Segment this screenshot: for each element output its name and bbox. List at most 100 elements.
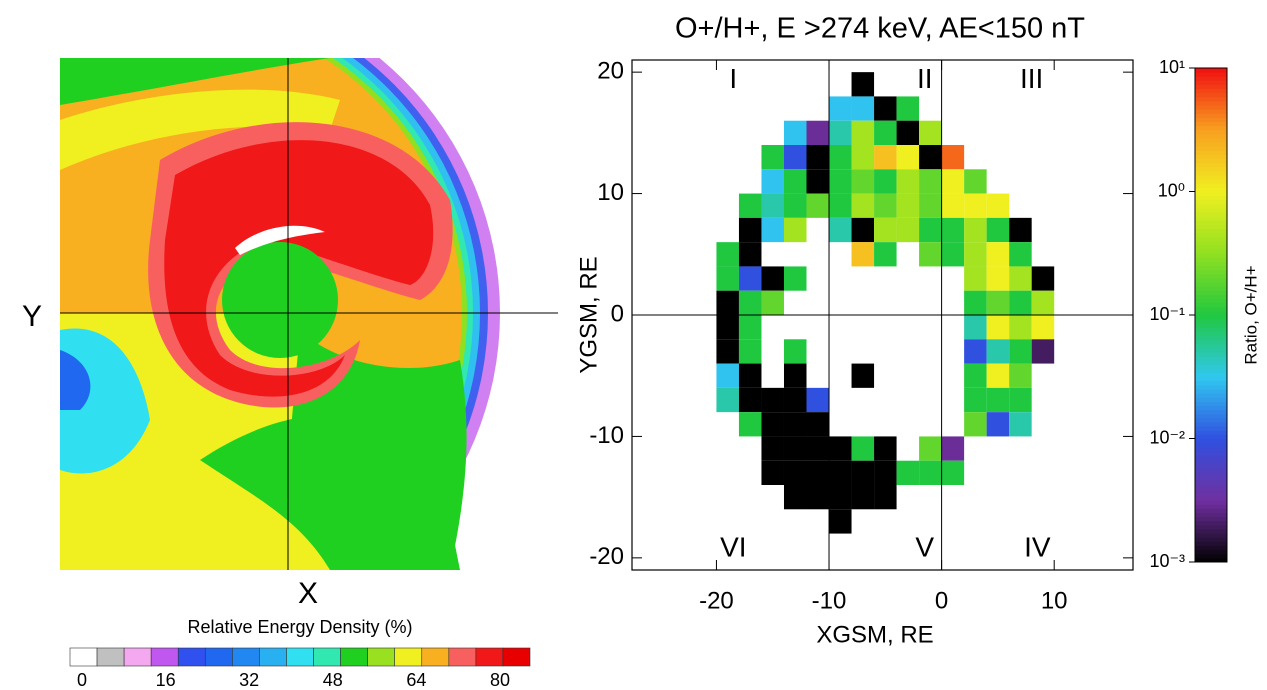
cell xyxy=(896,193,920,218)
colorbar-strip xyxy=(1195,549,1227,555)
colorbar-strip xyxy=(1195,96,1227,102)
colorbar-strip xyxy=(1195,249,1227,254)
colorbar-strip xyxy=(1195,142,1227,147)
cell xyxy=(986,217,1010,243)
colorbar-swatch xyxy=(421,647,450,667)
colorbar-strip xyxy=(1195,541,1227,547)
cell xyxy=(964,412,987,437)
colorbar-strip xyxy=(1195,162,1227,168)
cell xyxy=(783,485,807,510)
cell xyxy=(964,387,987,413)
cell xyxy=(1009,315,1032,340)
colorbar-tick-label: 10¹ xyxy=(1159,57,1185,77)
y-axis-title: YGSM, RE xyxy=(575,256,602,373)
colorbar-strip xyxy=(1195,207,1227,213)
cell xyxy=(1009,363,1032,388)
cell xyxy=(986,387,1010,413)
cell xyxy=(783,145,807,170)
cell xyxy=(806,436,830,461)
cell xyxy=(829,145,852,170)
colorbar-tick-label: 16 xyxy=(156,670,176,690)
cell xyxy=(874,145,897,170)
cell xyxy=(1009,339,1032,364)
colorbar-strip xyxy=(1195,343,1227,349)
cell xyxy=(851,145,875,170)
colorbar-strip xyxy=(1195,92,1227,98)
colorbar-strip xyxy=(1195,290,1227,295)
cell xyxy=(806,145,830,170)
colorbar-swatch xyxy=(204,647,233,667)
y-tick-label: -10 xyxy=(589,422,624,449)
cell xyxy=(1031,290,1055,315)
cell xyxy=(829,217,852,243)
cell xyxy=(738,412,762,437)
colorbar-strip xyxy=(1195,257,1227,262)
cell xyxy=(851,485,875,510)
cell xyxy=(851,193,875,218)
cell xyxy=(964,217,987,243)
colorbar-strip xyxy=(1195,150,1227,155)
colorbar-tick-label: 10⁻² xyxy=(1149,427,1185,447)
colorbar-strip xyxy=(1195,347,1227,353)
colorbar-swatch xyxy=(448,647,477,667)
cell xyxy=(1009,242,1032,267)
cell xyxy=(1009,290,1032,315)
cell xyxy=(783,339,807,364)
colorbar-strip xyxy=(1195,117,1227,123)
cell xyxy=(761,387,784,413)
cell xyxy=(986,242,1010,267)
colorbar-strip xyxy=(1195,360,1227,365)
colorbar-strip xyxy=(1195,529,1227,534)
cell xyxy=(783,412,807,437)
cell xyxy=(851,242,875,267)
cell xyxy=(986,290,1010,315)
colorbar-strip xyxy=(1195,175,1227,180)
colorbar-strip xyxy=(1195,315,1227,320)
cell xyxy=(986,315,1010,340)
colorbar-strip xyxy=(1195,471,1227,477)
cell xyxy=(716,290,739,315)
cell xyxy=(716,315,739,340)
cell xyxy=(941,169,965,194)
cell xyxy=(964,193,987,218)
sector-label: IV xyxy=(1024,532,1051,563)
cell xyxy=(829,436,852,461)
cell xyxy=(829,485,852,510)
cell xyxy=(941,193,965,218)
colorbar-strip xyxy=(1195,306,1227,312)
colorbar-strip xyxy=(1195,459,1227,464)
cell xyxy=(829,120,852,145)
colorbar-strip xyxy=(1195,401,1227,407)
sector-label: VI xyxy=(720,532,746,563)
colorbar-strip xyxy=(1195,76,1227,81)
y-tick-label: 0 xyxy=(611,300,624,327)
cell xyxy=(738,266,762,291)
colorbar-strip xyxy=(1195,310,1227,316)
cell xyxy=(761,290,784,315)
colorbar-strip xyxy=(1195,68,1227,73)
cell xyxy=(874,169,897,194)
colorbar-strip xyxy=(1195,105,1227,110)
colorbar-swatch xyxy=(367,647,396,667)
colorbar-tick-label: 32 xyxy=(239,670,259,690)
colorbar-strip xyxy=(1195,450,1227,456)
cell xyxy=(806,387,830,413)
cell xyxy=(1009,266,1032,291)
cell xyxy=(896,217,920,243)
cell xyxy=(941,242,965,267)
cell xyxy=(783,436,807,461)
cell xyxy=(1031,315,1055,340)
sector-label: I xyxy=(729,63,737,94)
cell xyxy=(896,120,920,145)
cell xyxy=(716,387,739,413)
cell xyxy=(761,266,784,291)
cell xyxy=(738,363,762,388)
colorbar-strip xyxy=(1195,121,1227,127)
colorbar-strip xyxy=(1195,187,1227,192)
cell xyxy=(896,145,920,170)
colorbar-strip xyxy=(1195,327,1227,332)
cell xyxy=(738,242,762,267)
colorbar-strip xyxy=(1195,212,1227,217)
cell xyxy=(919,242,942,267)
colorbar-strip xyxy=(1195,84,1227,90)
